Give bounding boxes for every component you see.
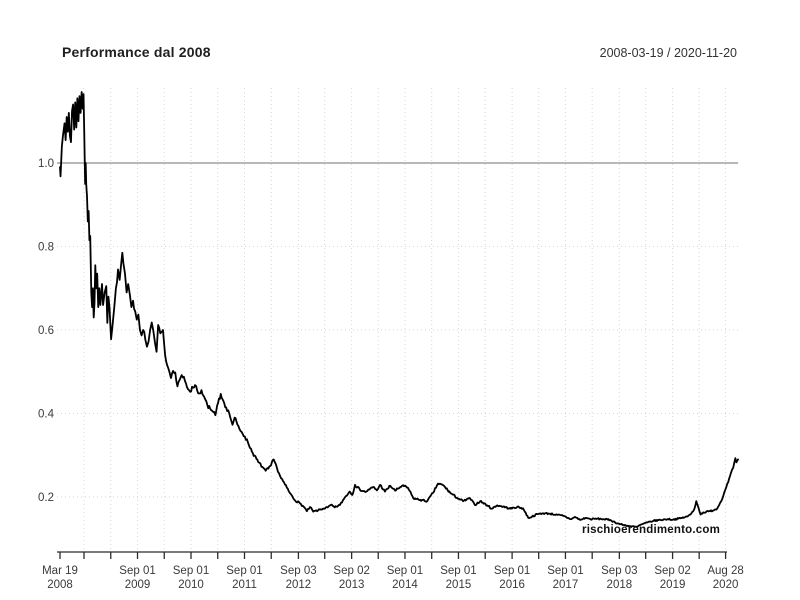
x-tick-label-year: 2018 xyxy=(607,579,633,591)
x-tick-label: Mar 19 xyxy=(42,565,78,577)
x-tick-label: Sep 01 xyxy=(173,565,209,577)
x-tick-label-year: 2013 xyxy=(339,579,365,591)
x-tick-label: Aug 28 xyxy=(707,565,743,577)
x-tick-label-year: 2014 xyxy=(392,579,418,591)
y-tick-label: 0.4 xyxy=(38,409,55,421)
x-tick-label-year: 2008 xyxy=(47,579,73,591)
x-tick-label: Sep 03 xyxy=(601,565,637,577)
x-tick-label-year: 2009 xyxy=(125,579,151,591)
x-tick-label: Sep 01 xyxy=(119,565,155,577)
x-tick-label-year: 2010 xyxy=(178,579,204,591)
x-tick-label-year: 2019 xyxy=(660,579,686,591)
x-tick-label-year: 2011 xyxy=(232,579,257,591)
x-tick-label-year: 2015 xyxy=(446,579,472,591)
x-tick-label: Sep 02 xyxy=(654,565,690,577)
y-tick-label: 1.0 xyxy=(38,158,54,170)
x-tick-label-year: 2016 xyxy=(499,579,525,591)
y-tick-label: 0.6 xyxy=(38,325,54,337)
x-tick-label-year: 2012 xyxy=(286,579,312,591)
chart-title: Performance dal 2008 xyxy=(62,44,211,60)
x-tick-label-year: 2017 xyxy=(553,579,579,591)
x-tick-label: Sep 01 xyxy=(387,565,423,577)
x-tick-label: Sep 01 xyxy=(440,565,476,577)
performance-line xyxy=(59,91,739,528)
x-tick-label-year: 2020 xyxy=(713,579,739,591)
x-tick-label: Sep 01 xyxy=(494,565,530,577)
watermark-text: rischioerendimento.com xyxy=(582,524,720,536)
y-tick-label: 0.8 xyxy=(38,242,54,254)
x-tick-label: Sep 01 xyxy=(226,565,262,577)
x-tick-label: Sep 02 xyxy=(333,565,369,577)
x-tick-label: Sep 01 xyxy=(547,565,583,577)
x-tick-label: Sep 03 xyxy=(280,565,316,577)
y-tick-label: 0.2 xyxy=(38,492,54,504)
chart-date-range: 2008-03-19 / 2020-11-20 xyxy=(599,46,737,60)
